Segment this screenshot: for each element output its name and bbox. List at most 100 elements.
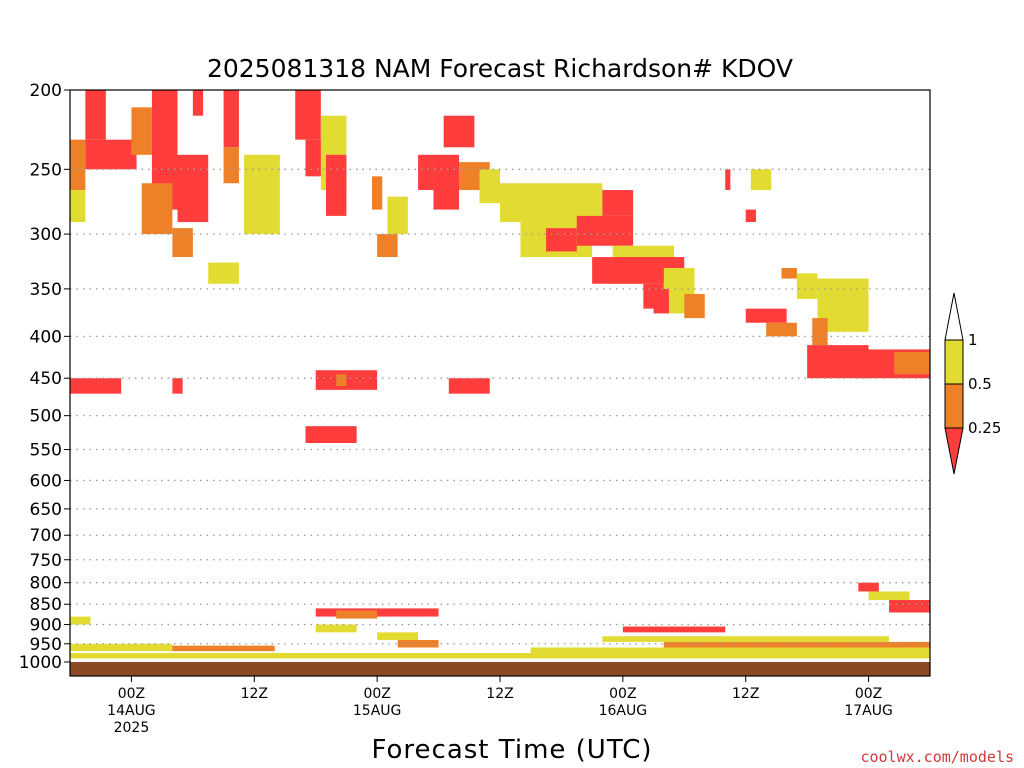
ri-cell-46 xyxy=(894,351,930,375)
ri-cell-1 xyxy=(85,139,137,170)
ri-cell-64 xyxy=(70,653,930,659)
ri-cell-60 xyxy=(315,624,357,633)
y-tick-label-950: 950 xyxy=(30,635,62,655)
colorbar-segment-orange xyxy=(944,383,964,429)
ri-cell-69 xyxy=(602,636,890,642)
x-tick-label-54-0: 00Z xyxy=(609,686,636,702)
chart-title: 2025081318 NAM Forecast Richardson# KDOV xyxy=(207,54,793,83)
ri-cell-19 xyxy=(377,234,398,258)
ri-cell-38 xyxy=(750,169,772,191)
y-tick-label-700: 700 xyxy=(30,526,62,546)
x-tick-label-6-0: 00Z xyxy=(118,686,145,702)
y-tick-label-750: 750 xyxy=(30,551,62,571)
x-tick-label-30-0: 00Z xyxy=(363,686,390,702)
x-tick-label-42-0: 12Z xyxy=(486,686,513,702)
colorbar-label-2: 0.25 xyxy=(968,419,1001,437)
y-tick-label-350: 350 xyxy=(30,280,62,300)
ri-cell-68 xyxy=(172,645,275,652)
y-tick-label-800: 800 xyxy=(30,574,62,594)
y-tick-label-1000: 1000 xyxy=(19,653,62,673)
colorbar-segment-red xyxy=(944,427,964,475)
ri-cell-21 xyxy=(418,154,434,191)
y-axis: 200 250 300 350 400 450 500 550 600 650 700 750 8008… xyxy=(19,81,70,673)
ri-cell-37 xyxy=(725,169,731,191)
x-tick-label-6-1: 14AUG xyxy=(107,703,156,719)
ri-cell-54 xyxy=(305,426,357,444)
ri-cell-28 xyxy=(546,228,577,252)
x-tick-label-6-2: 2025 xyxy=(114,720,150,736)
plot-area xyxy=(70,90,930,676)
ri-cell-17 xyxy=(325,154,347,216)
ri-cell-57 xyxy=(889,600,930,613)
ri-cell-18 xyxy=(372,176,383,210)
ri-cell-10 xyxy=(223,147,239,184)
x-tick-label-66-0: 12Z xyxy=(732,686,759,702)
ground-surface xyxy=(70,662,930,676)
ri-cell-63 xyxy=(70,616,91,625)
ri-cell-41 xyxy=(796,273,818,299)
ri-cell-47 xyxy=(745,308,787,323)
x-tick-label-30-1: 15AUG xyxy=(353,703,402,719)
ri-cell-56 xyxy=(868,591,910,601)
colorbar-segment-white xyxy=(944,292,964,341)
y-tick-label-600: 600 xyxy=(30,471,62,491)
ri-cell-22 xyxy=(433,154,460,210)
y-tick-label-250: 250 xyxy=(30,160,62,180)
y-tick-label-200: 200 xyxy=(30,81,62,101)
credit-text: coolwx.com/models xyxy=(860,748,1014,766)
ri-cell-13 xyxy=(244,154,280,235)
ri-cell-62 xyxy=(377,632,419,641)
colorbar-segment-yellow xyxy=(944,339,964,385)
colorbar-legend: 1 0.5 0.25 xyxy=(944,292,1001,475)
ri-cell-49 xyxy=(70,378,122,394)
ri-cell-39 xyxy=(745,209,756,223)
ri-cell-53 xyxy=(448,378,490,394)
y-tick-label-650: 650 xyxy=(30,500,62,520)
ri-cell-48 xyxy=(766,322,797,337)
colorbar-label-0: 1 xyxy=(968,331,978,349)
ri-cell-52 xyxy=(336,374,347,387)
ri-cell-11 xyxy=(172,228,193,258)
ri-cell-59 xyxy=(336,610,378,619)
ri-cell-70 xyxy=(622,626,726,633)
ri-cell-26 xyxy=(500,183,603,223)
ri-cell-65 xyxy=(530,647,930,654)
ri-cell-30 xyxy=(602,190,634,216)
ri-cell-25 xyxy=(479,169,500,204)
y-tick-label-500: 500 xyxy=(30,407,62,427)
ri-cell-67 xyxy=(70,643,173,652)
y-tick-label-400: 400 xyxy=(30,327,62,347)
ri-cell-55 xyxy=(858,582,879,592)
ri-cell-4 xyxy=(131,107,152,155)
x-tick-label-54-1: 16AUG xyxy=(599,703,648,719)
x-tick-label-78-0: 00Z xyxy=(855,686,882,702)
ri-cell-9 xyxy=(223,90,239,148)
ri-cell-2 xyxy=(70,139,86,191)
x-axis-label: Forecast Time (UTC) xyxy=(371,735,652,765)
colorbar-label-1: 0.5 xyxy=(968,375,992,393)
ri-cell-29 xyxy=(576,215,634,246)
ri-cell-8 xyxy=(192,90,204,116)
y-tick-label-850: 850 xyxy=(30,595,62,615)
y-tick-label-550: 550 xyxy=(30,441,62,461)
y-tick-label-450: 450 xyxy=(30,369,62,389)
ri-cell-14 xyxy=(295,90,321,140)
ri-cell-66 xyxy=(663,641,930,648)
ri-cell-6 xyxy=(177,154,209,223)
ri-cell-0 xyxy=(85,90,106,140)
x-tick-label-18-0: 12Z xyxy=(241,686,268,702)
ri-cell-20 xyxy=(387,196,408,235)
ri-cell-43 xyxy=(812,318,828,346)
ri-cell-36 xyxy=(684,293,705,319)
ri-cell-3 xyxy=(70,190,86,223)
ri-cell-23 xyxy=(443,115,475,148)
y-tick-label-300: 300 xyxy=(30,225,62,245)
ri-cell-40 xyxy=(781,267,797,279)
ri-cell-35 xyxy=(653,288,669,314)
ri-cell-61 xyxy=(397,640,439,648)
ri-cell-12 xyxy=(208,262,239,284)
x-tick-label-78-1: 17AUG xyxy=(844,703,893,719)
y-tick-label-900: 900 xyxy=(30,616,62,636)
